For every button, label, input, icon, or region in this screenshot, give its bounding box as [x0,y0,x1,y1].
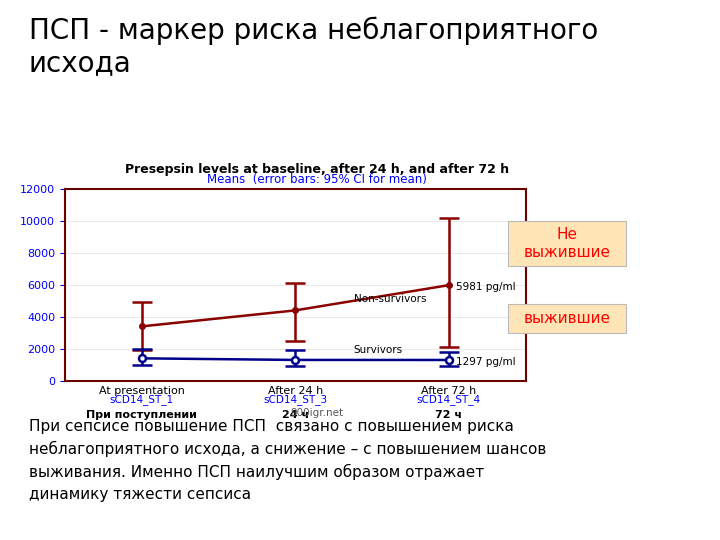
Text: ПСП - маркер риска неблагоприятного
исхода: ПСП - маркер риска неблагоприятного исхо… [29,16,598,77]
Text: 72 ч: 72 ч [436,410,462,421]
Text: Non-survivors: Non-survivors [354,294,426,304]
Text: Не
выжившие: Не выжившие [523,226,611,260]
Text: Survivors: Survivors [354,345,402,355]
Text: При сепсисе повышение ПСП  связано с повышением риска
неблагоприятного исхода, а: При сепсисе повышение ПСП связано с повы… [29,418,546,502]
Text: sCD14_ST_4: sCD14_ST_4 [417,394,481,405]
Text: sCD14_ST_1: sCD14_ST_1 [109,394,174,405]
Text: выжившие: выжившие [523,311,611,326]
Text: Means  (error bars: 95% CI for mean): Means (error bars: 95% CI for mean) [207,173,427,186]
Text: При поступлении: При поступлении [86,410,197,421]
Text: sCD14_ST_3: sCD14_ST_3 [263,394,328,405]
Text: 900igr.net: 900igr.net [290,408,343,418]
Text: 1297 pg/ml: 1297 pg/ml [456,356,516,367]
Text: 5981 pg/ml: 5981 pg/ml [456,282,516,292]
Text: Presepsin levels at baseline, after 24 h, and after 72 h: Presepsin levels at baseline, after 24 h… [125,163,509,176]
Text: 24 ч: 24 ч [282,410,309,421]
